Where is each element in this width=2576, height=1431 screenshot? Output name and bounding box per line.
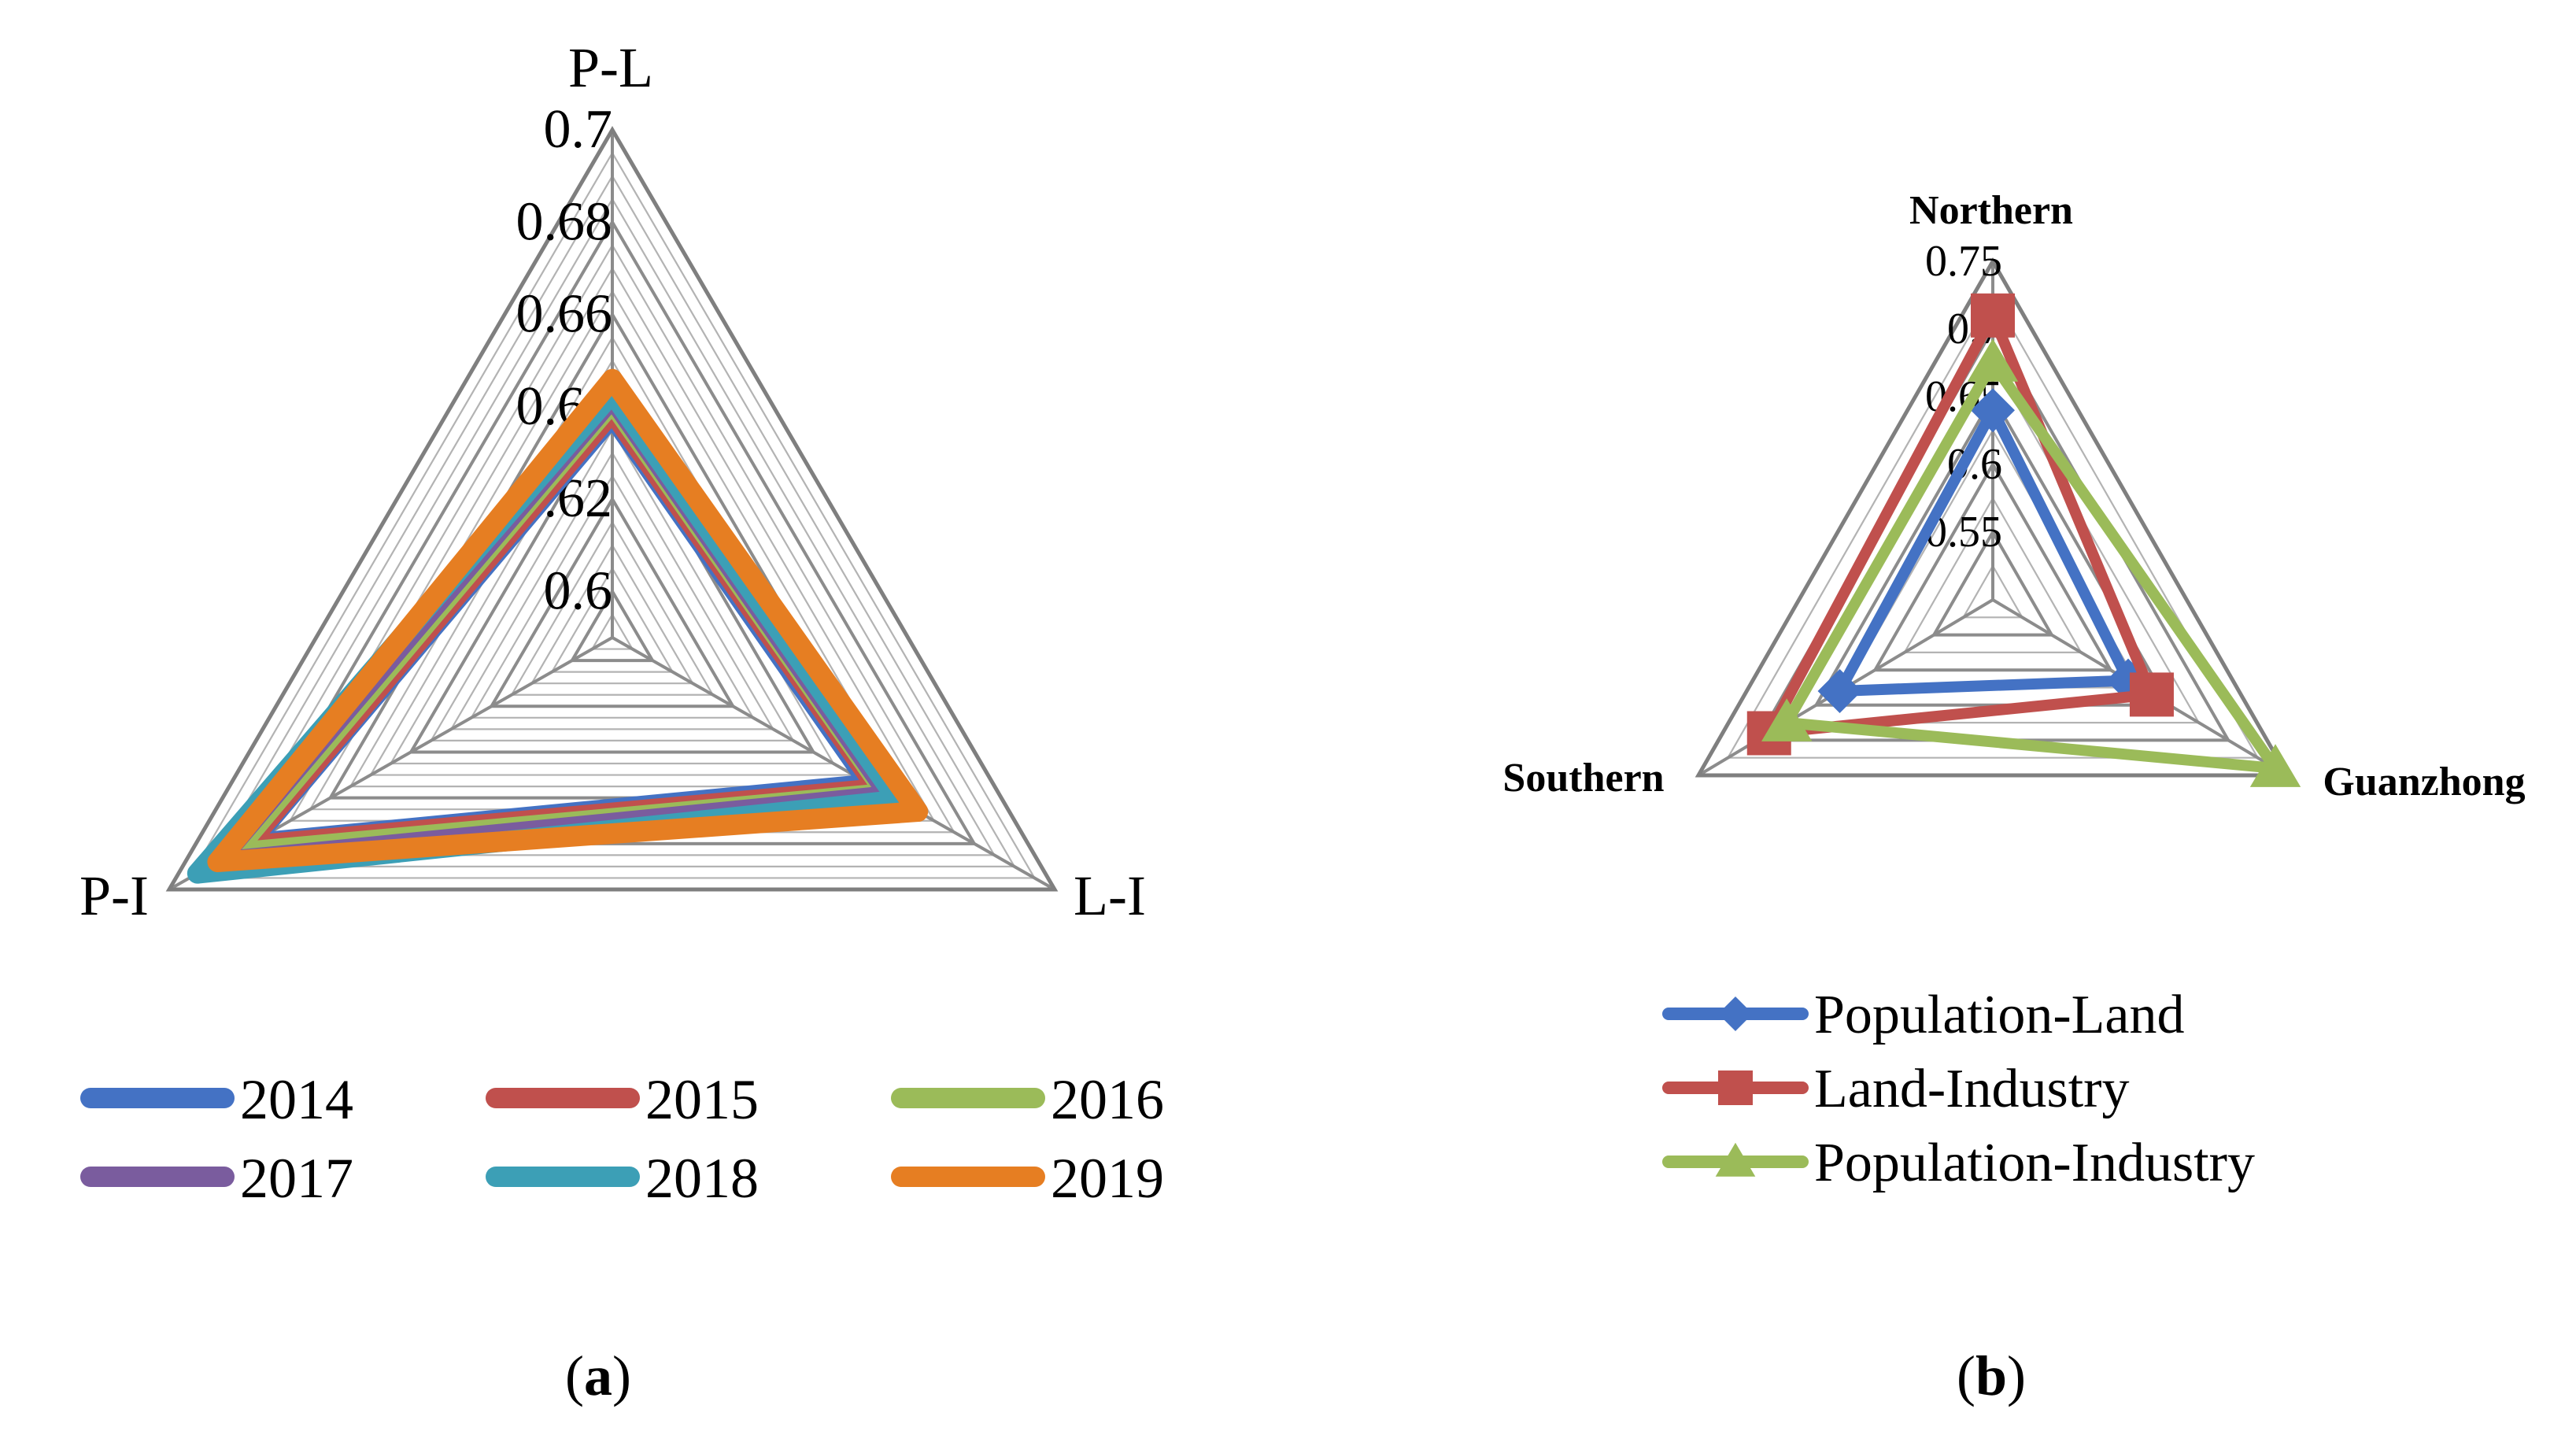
- axis-label-p-l: P-L: [568, 36, 653, 99]
- legend-label: 2015: [645, 1068, 759, 1131]
- legend-marker: [1715, 1142, 1756, 1177]
- grid-ring: [1902, 496, 2083, 654]
- marker-land-industry: [2129, 672, 2174, 717]
- marker-population-industry: [2249, 744, 2301, 787]
- legend-item-population-industry: Population-Industry: [1662, 1133, 2255, 1193]
- grid-ring: [208, 174, 1016, 868]
- legend-label: 2014: [240, 1068, 353, 1131]
- radar-chart-a: 0.60.620.640.660.680.7 P-L L-I P-I 2014 2…: [79, 36, 1164, 1407]
- legend-b: Population-Land Land-Industry Population-I…: [1662, 985, 2255, 1193]
- legend-a: 2014 2015 2016 2017 2018 2019: [80, 1068, 1164, 1210]
- grid-ring: [1931, 528, 2055, 637]
- series-population-industry: [1781, 357, 2282, 775]
- marker-population-industry: [1761, 698, 1813, 741]
- grid-ring: [550, 566, 674, 673]
- axis-label-northern: Northern: [1909, 188, 2073, 233]
- axis-label-southern: Southern: [1502, 756, 1664, 801]
- grid-ring: [1961, 564, 2024, 619]
- legend-label: 2017: [240, 1147, 353, 1210]
- legend-item-land-industry: Land-Industry: [1662, 1059, 2129, 1119]
- grid-ring: [1872, 460, 2114, 672]
- axis-spoke: [612, 636, 1055, 891]
- series-2019: [207, 368, 929, 873]
- panel-label-a: (a): [565, 1344, 631, 1407]
- tick-label: 0.6: [544, 560, 613, 621]
- series-lines-a: [187, 368, 929, 884]
- grid-ring: [227, 197, 996, 856]
- panel-label-b: (b): [1957, 1344, 2026, 1407]
- legend-item-2017: 2017: [80, 1147, 353, 1210]
- grid-ring: [569, 588, 656, 663]
- axis-label-guanzhong: Guanzhong: [2323, 760, 2525, 804]
- radar-chart-b: 0.550.60.650.70.75 Northern Guanzhong So…: [1502, 188, 2525, 1407]
- legend-item-2014: 2014: [80, 1068, 353, 1131]
- grid-ring: [1726, 293, 2260, 759]
- series-land-industry: [1763, 309, 2157, 739]
- series-population-land: [1834, 405, 2134, 697]
- grid-ring: [590, 612, 634, 650]
- grid-ring: [530, 543, 695, 685]
- grid-ring: [488, 496, 736, 708]
- legend-item-2019: 2019: [891, 1147, 1164, 1210]
- legend-item-2015: 2015: [486, 1068, 759, 1131]
- grid-ring: [510, 520, 715, 696]
- legend-item-population-land: Population-Land: [1662, 985, 2184, 1045]
- outer-frame: [1695, 257, 2291, 778]
- legend-marker: [1718, 1070, 1753, 1105]
- legend-item-2018: 2018: [486, 1147, 759, 1210]
- marker-population-land: [1817, 668, 1862, 713]
- series-lines-b: [1746, 293, 2301, 787]
- grid-ring: [408, 403, 816, 754]
- legend-item-2016: 2016: [891, 1068, 1164, 1131]
- grid-ring: [429, 427, 795, 742]
- tick-label: 0.68: [516, 191, 613, 252]
- outer-frame: [165, 126, 1059, 892]
- grid-ring: [449, 451, 775, 730]
- tick-label: 0.75: [1925, 237, 2002, 286]
- legend-label: 2016: [1051, 1068, 1164, 1131]
- marker-population-land: [1971, 388, 2015, 433]
- grid-ring: [469, 474, 755, 719]
- tick-label: 0.7: [544, 99, 613, 160]
- marker-population-industry: [1967, 338, 2019, 382]
- legend-label: 2019: [1051, 1147, 1164, 1210]
- axis-label-l-i: L-I: [1074, 864, 1146, 927]
- tick-label: 0.66: [516, 284, 613, 345]
- legend-label: Population-Land: [1814, 985, 2184, 1045]
- grid-ring: [187, 151, 1037, 879]
- legend-label: Land-Industry: [1814, 1059, 2129, 1119]
- marker-land-industry: [1971, 293, 2015, 338]
- axis-label-p-i: P-I: [79, 864, 149, 927]
- legend-label: Population-Industry: [1814, 1133, 2255, 1193]
- legend-label: 2018: [645, 1147, 759, 1210]
- legend-marker: [1718, 997, 1753, 1031]
